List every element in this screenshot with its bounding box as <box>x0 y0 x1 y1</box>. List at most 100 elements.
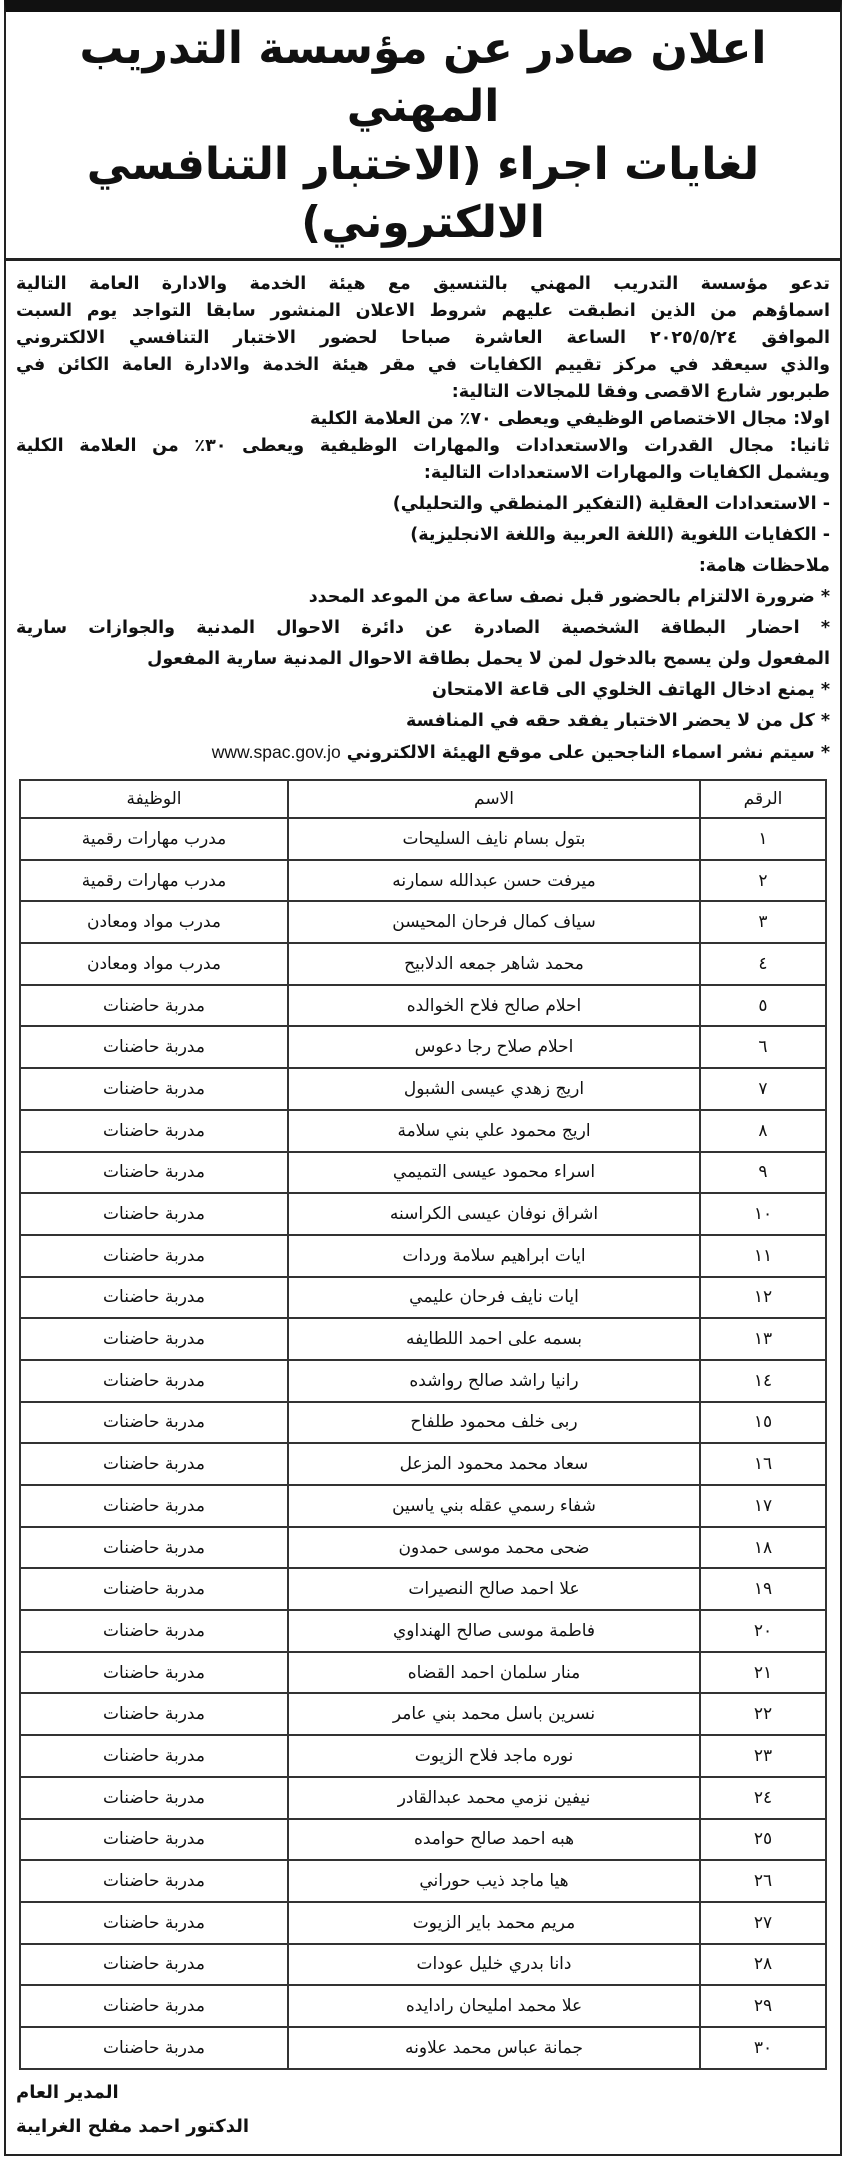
body-line: ثانيا: مجال القدرات والاستعدادات والمهار… <box>16 433 830 460</box>
title-divider <box>6 258 840 261</box>
candidate-name: احلام صالح فلاح الخوالده <box>287 983 701 1028</box>
body-line-text: * احضار البطاقة الشخصية الصادرة عن دائرة… <box>16 618 830 638</box>
table-row: ١ بتول بسام نايف السليحات مدرب مهارات رقمي… <box>19 817 827 861</box>
body-line-text: * كل من لا يحضر الاختبار يفقد حقه في الم… <box>405 711 830 731</box>
candidate-job: مدربة حاضنات <box>19 1484 289 1528</box>
table-row: ٣٠ جمانة عباس محمد علاونه مدربة حاضنات <box>19 2025 827 2070</box>
candidate-job: مدربة حاضنات <box>19 1358 289 1403</box>
signature-role: المدير العام <box>16 2081 119 2103</box>
body-line-text: ويشمل الكفايات والمهارات الاستعدادات الت… <box>423 463 830 483</box>
body-line: - الاستعدادات العقلية (التفكير المنطقي و… <box>16 491 830 518</box>
candidate-job: مدربة حاضنات <box>19 1567 289 1612</box>
candidate-name: ربى خلف محمود طلفاح <box>287 1400 701 1445</box>
candidate-job: مدربة حاضنات <box>19 1775 289 1820</box>
candidate-job: مدرب مواد ومعادن <box>19 942 289 986</box>
candidate-name: مريم محمد باير الزيوت <box>287 1900 701 1945</box>
candidates-table: الرقم الاسم الوظيفة ١ بتول بسام نايف السل… <box>19 779 827 2070</box>
table-row: ١٠ اشراق نوفان عيسى الكراسنه مدربة حاضنات <box>19 1192 827 1236</box>
candidate-job: مدربة حاضنات <box>19 1275 289 1320</box>
body-line-text: ملاحظات هامة: <box>698 556 830 576</box>
candidate-name: ايات ابراهيم سلامة وردات <box>287 1233 701 1278</box>
body-line: * سيتم نشر اسماء الناجحين على موقع الهيئ… <box>16 739 830 767</box>
candidate-job: مدربة حاضنات <box>19 1442 289 1486</box>
candidate-name: سعاد محمد محمود المزعل <box>287 1442 701 1486</box>
website-link[interactable]: www.spac.gov.jo <box>211 742 341 762</box>
candidate-name: احلام صلاح رجا دعوس <box>287 1025 701 1070</box>
body-line-text: اسماؤهم من الذين انطبقت عليهم شروط الاعل… <box>16 301 830 321</box>
table-row: ١١ ايات ابراهيم سلامة وردات مدربة حاضنات <box>19 1233 827 1278</box>
body-line-text: والذي سيعقد في مركز تقييم الكفايات في مق… <box>16 355 830 375</box>
body-line: الموافق ٢٠٢٥/٥/٢٤ الساعة العاشرة صباحا ل… <box>16 325 830 352</box>
announcement-frame: اعلان صادر عن مؤسسة التدريب المهني لغايا… <box>4 0 842 2156</box>
candidate-job: مدربة حاضنات <box>19 1317 289 1361</box>
candidate-job: مدربة حاضنات <box>19 1025 289 1070</box>
candidate-job: مدرب مهارات رقمية <box>19 817 289 861</box>
row-number: ١٥ <box>699 1400 827 1445</box>
row-number: ١٤ <box>699 1358 827 1403</box>
table-row: ١٧ شفاء رسمي عقله بني ياسين مدربة حاضنات <box>19 1484 827 1528</box>
table-row: ٢٢ نسرين باسل محمد بني عامر مدربة حاضنات <box>19 1692 827 1737</box>
candidate-name: بسمه على احمد اللطايفه <box>287 1317 701 1361</box>
row-number: ٤ <box>699 942 827 986</box>
col-header-job: الوظيفة <box>19 779 289 819</box>
table-row: ٢ ميرفت حسن عبدالله سمارنه مدرب مهارات رقم… <box>19 858 827 903</box>
announcement-subtitle: لغايات اجراء (الاختبار التنافسي الالكترو… <box>86 139 760 248</box>
signature-block: المدير العام الدكتور احمد مفلح الغرايبة <box>16 2076 830 2144</box>
candidate-job: مدربة حاضنات <box>19 1525 289 1570</box>
row-number: ٢٤ <box>699 1775 827 1820</box>
table-row: ٢٣ نوره ماجد فلاح الزيوت مدربة حاضنات <box>19 1734 827 1778</box>
candidate-job: مدربة حاضنات <box>19 2025 289 2070</box>
candidate-job: مدرب مهارات رقمية <box>19 858 289 903</box>
row-number: ٦ <box>699 1025 827 1070</box>
body-line: المفعول ولن يسمح بالدخول لمن لا يحمل بطا… <box>16 646 830 673</box>
table-row: ٨ اريج محمود علي بني سلامة مدربة حاضنات <box>19 1108 827 1153</box>
table-row: ٩ اسراء محمود عيسى التميمي مدربة حاضنات <box>19 1150 827 1195</box>
row-number: ٨ <box>699 1108 827 1153</box>
row-number: ١٠ <box>699 1192 827 1236</box>
body-line-text: * ضرورة الالتزام بالحضور قبل نصف ساعة من… <box>308 587 830 607</box>
candidate-name: ضحى محمد موسى حمدون <box>287 1525 701 1570</box>
candidate-name: جمانة عباس محمد علاونه <box>287 2025 701 2070</box>
table-row: ١٥ ربى خلف محمود طلفاح مدربة حاضنات <box>19 1400 827 1445</box>
row-number: ١٨ <box>699 1525 827 1570</box>
candidate-name: ايات نايف فرحان عليمي <box>287 1275 701 1320</box>
candidate-name: دانا بدري خليل عودات <box>287 1942 701 1987</box>
candidate-name: اريج زهدي عيسى الشبول <box>287 1067 701 1111</box>
table-row: ٤ محمد شاهر جمعه الدلابيح مدرب مواد ومعادن <box>19 942 827 986</box>
candidate-job: مدربة حاضنات <box>19 1692 289 1737</box>
candidate-job: مدربة حاضنات <box>19 1859 289 1903</box>
row-number: ٩ <box>699 1150 827 1195</box>
candidate-job: مدربة حاضنات <box>19 1734 289 1778</box>
body-line-text: * سيتم نشر اسماء الناجحين على موقع الهيئ… <box>346 743 830 763</box>
table-row: ١٢ ايات نايف فرحان عليمي مدربة حاضنات <box>19 1275 827 1320</box>
row-number: ١ <box>699 817 827 861</box>
table-row: ٢١ منار سلمان احمد القضاه مدربة حاضنات <box>19 1650 827 1695</box>
body-line-text: * يمنع ادخال الهاتف الخلوي الى قاعة الام… <box>432 680 830 700</box>
row-number: ٢٩ <box>699 1984 827 2028</box>
candidate-name: رانيا راشد صالح رواشده <box>287 1358 701 1403</box>
table-row: ٣ سياف كمال فرحان المحيسن مدرب مواد ومعادن <box>19 900 827 945</box>
row-number: ٢١ <box>699 1650 827 1695</box>
candidate-job: مدربة حاضنات <box>19 1900 289 1945</box>
body-line: والذي سيعقد في مركز تقييم الكفايات في مق… <box>16 352 830 379</box>
body-line: طبربور شارع الاقصى وفقا للمجالات التالية… <box>16 379 830 406</box>
candidate-job: مدربة حاضنات <box>19 1067 289 1111</box>
body-line-text: طبربور شارع الاقصى وفقا للمجالات التالية… <box>451 382 830 402</box>
candidate-job: مدربة حاضنات <box>19 1108 289 1153</box>
table-row: ١٣ بسمه على احمد اللطايفه مدربة حاضنات <box>19 1317 827 1361</box>
announcement-body: تدعو مؤسسة التدريب المهني بالتنسيق مع هي… <box>16 271 830 767</box>
row-number: ١٦ <box>699 1442 827 1486</box>
body-line-text: اولا: مجال الاختصاص الوظيفي ويعطى ٧٠٪ من… <box>309 409 830 429</box>
candidate-job: مدربة حاضنات <box>19 1984 289 2028</box>
body-line: * كل من لا يحضر الاختبار يفقد حقه في الم… <box>16 708 830 735</box>
candidate-job: مدربة حاضنات <box>19 1609 289 1653</box>
table-row: ٢٦ هيا ماجد ذيب حوراني مدربة حاضنات <box>19 1859 827 1903</box>
row-number: ٢٠ <box>699 1609 827 1653</box>
candidate-job: مدربة حاضنات <box>19 1942 289 1987</box>
row-number: ٢٧ <box>699 1900 827 1945</box>
table-row: ١٩ علا احمد صالح النصيرات مدربة حاضنات <box>19 1567 827 1612</box>
body-line: - الكفايات اللغوية (اللغة العربية واللغة… <box>16 522 830 549</box>
body-line: * ضرورة الالتزام بالحضور قبل نصف ساعة من… <box>16 584 830 611</box>
row-number: ١٣ <box>699 1317 827 1361</box>
row-number: ١٢ <box>699 1275 827 1320</box>
